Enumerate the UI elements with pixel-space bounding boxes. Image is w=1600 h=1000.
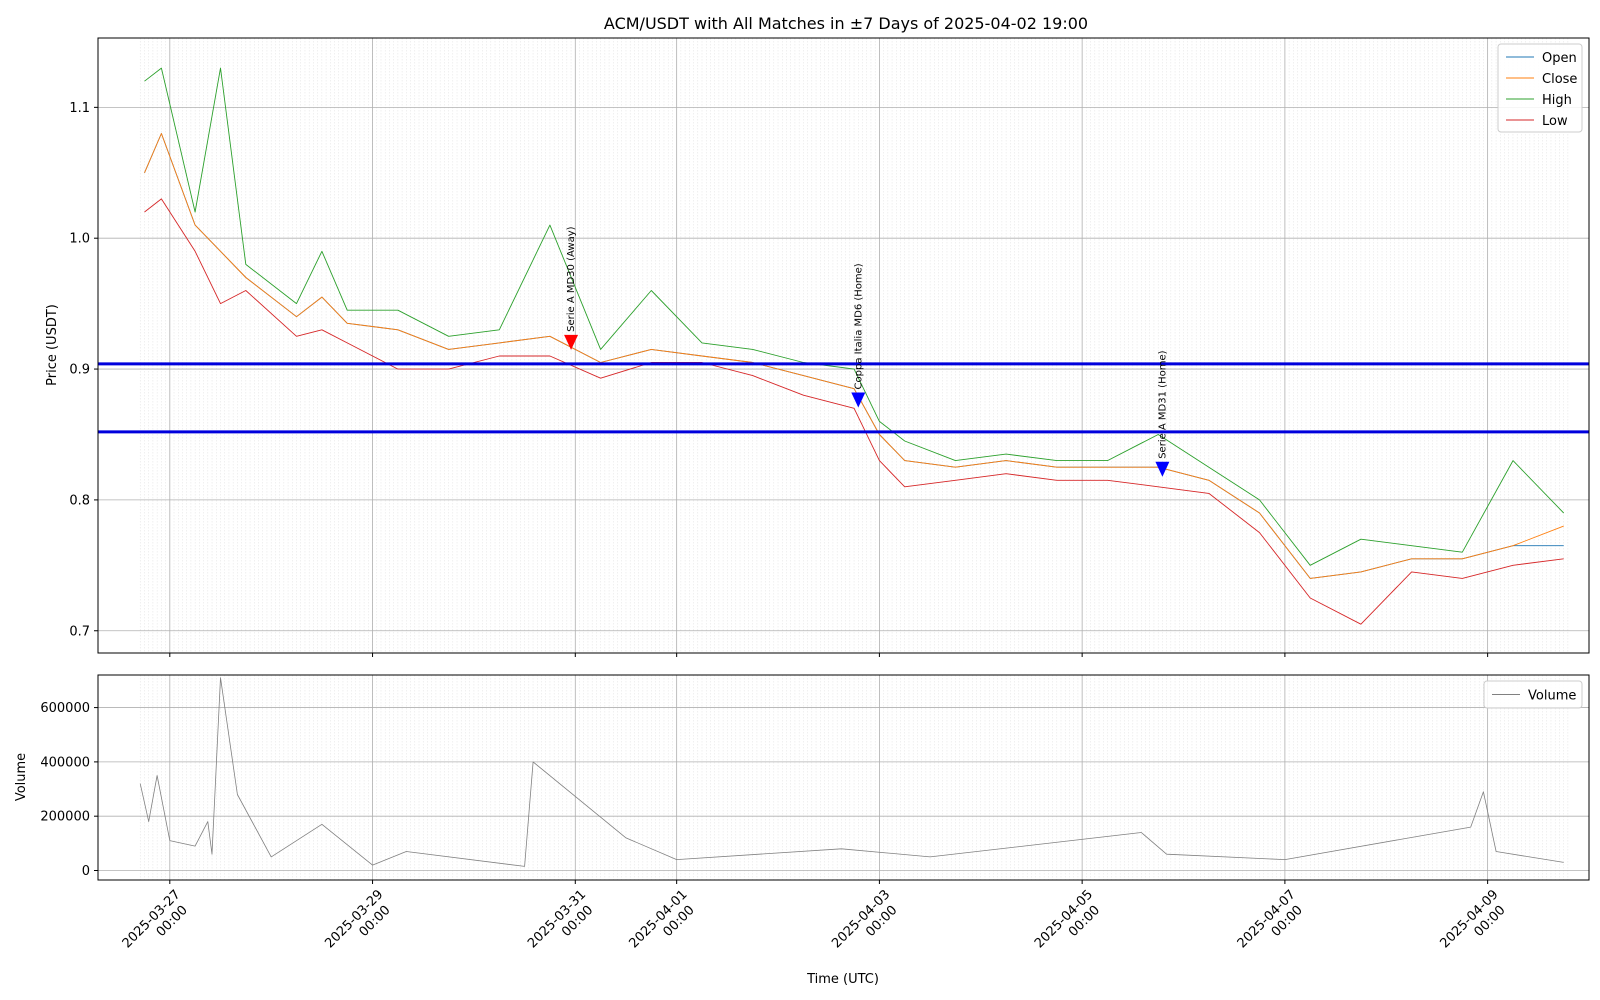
price-y-axis-label: Price (USDT) [45, 304, 60, 386]
price-hlines [98, 362, 1589, 434]
price-y-tick-label: 1.0 [69, 232, 90, 247]
price-grid [98, 38, 1589, 653]
volume-axes-frame [97, 674, 1590, 881]
volume-grid [98, 675, 1589, 880]
match-markers: Serie A MD30 (Away) Coppa Italia MD6 (Hom… [564, 226, 1170, 477]
price-y-tick-label: 0.7 [69, 624, 90, 639]
volume-legend-box [1483, 680, 1583, 709]
volume-y-axis-label: Volume [14, 753, 29, 801]
volume-series [139, 677, 1564, 867]
price-y-tick-label: 0.8 [69, 493, 90, 508]
price-y-tick-label: 0.9 [69, 363, 90, 378]
price-y-ticks: 0.7 0.8 0.9 1.0 1.1 [69, 101, 98, 639]
price-legend: Open Close High Low [1497, 43, 1583, 133]
volume-y-ticks: 0 200000 400000 600000 [40, 701, 98, 879]
legend-label-low: Low [1542, 114, 1568, 129]
volume-y-tick-label: 400000 [40, 755, 90, 770]
price-y-tick-label: 1.1 [69, 101, 90, 116]
x-axis-label: Time (UTC) [806, 972, 879, 987]
legend-label-open: Open [1542, 51, 1577, 66]
volume-minor-grid [140, 675, 1569, 880]
chart-title: ACM/USDT with All Matches in ±7 Days of … [604, 14, 1088, 33]
match-marker-label: Serie A MD30 (Away) [566, 226, 577, 332]
match-marker [564, 334, 579, 350]
price-axes-frame [97, 37, 1590, 654]
series-line-low [144, 198, 1564, 625]
series-line-close [144, 133, 1564, 579]
volume-legend: Volume [1483, 680, 1583, 709]
match-marker-label: Coppa Italia MD6 (Home) [853, 263, 864, 389]
price-minor-grid [140, 38, 1569, 653]
legend-label-volume: Volume [1528, 689, 1576, 704]
match-marker [1155, 461, 1170, 477]
match-marker [851, 392, 866, 408]
legend-label-high: High [1542, 93, 1572, 108]
price-x-ticks [169, 653, 1489, 657]
match-marker-label: Serie A MD31 (Home) [1157, 350, 1168, 458]
legend-label-close: Close [1542, 72, 1577, 87]
volume-y-tick-label: 200000 [40, 810, 90, 825]
series-line-volume [139, 677, 1564, 867]
volume-y-tick-label: 600000 [40, 701, 90, 716]
volume-y-tick-label: 0 [82, 864, 90, 879]
price-legend-box [1497, 43, 1583, 133]
price-panel: Serie A MD30 (Away) Coppa Italia MD6 (Hom… [45, 37, 1590, 657]
